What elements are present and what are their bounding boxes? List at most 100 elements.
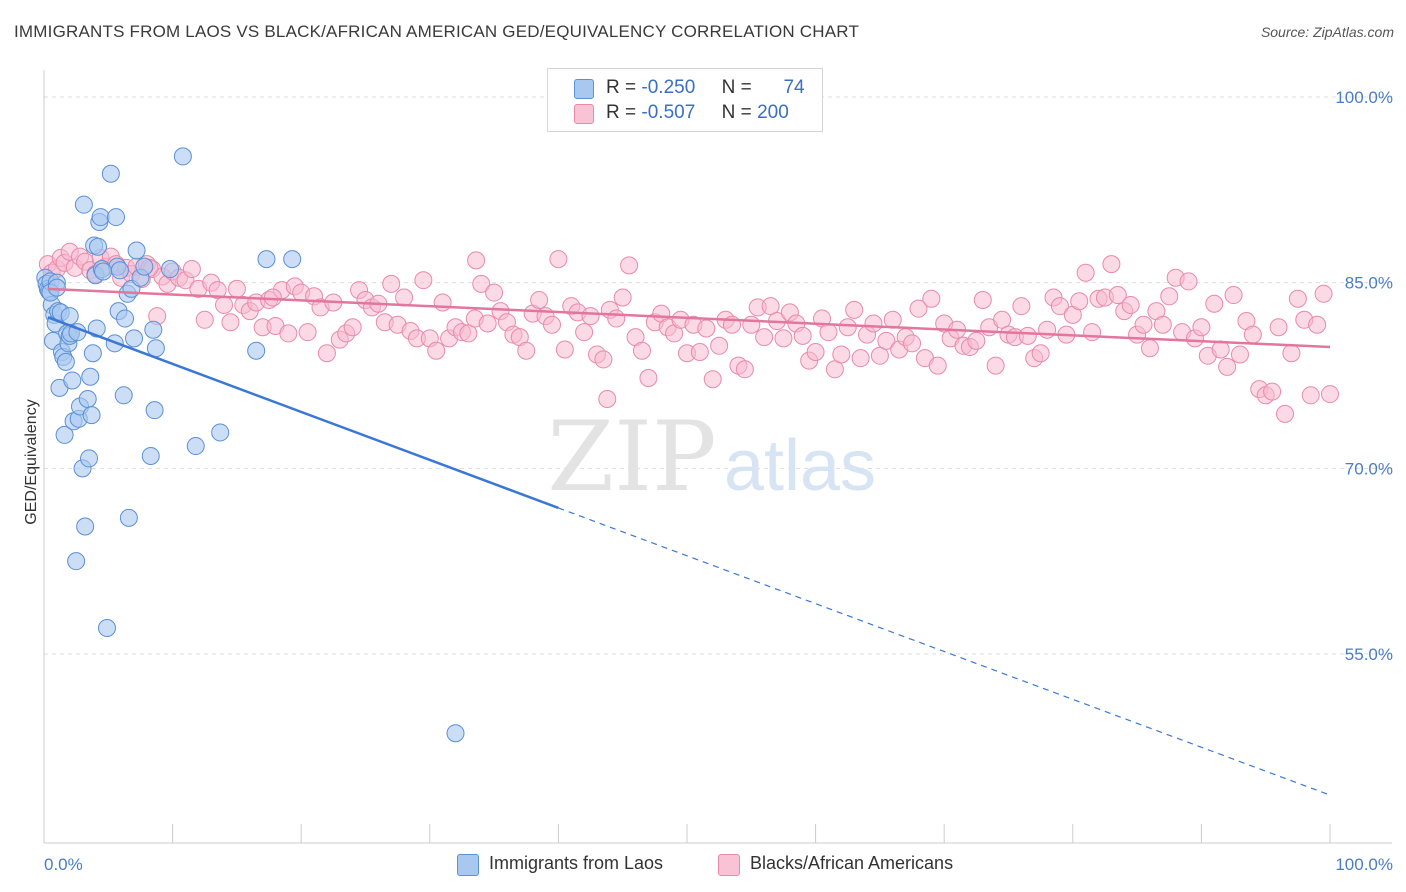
data-point-blacks <box>755 328 774 347</box>
data-point-laos <box>56 352 75 371</box>
data-point-blacks <box>986 356 1005 375</box>
data-point-blacks <box>838 318 857 337</box>
legend-swatch-laos <box>457 854 479 876</box>
data-point-blacks <box>1140 339 1159 358</box>
data-point-blacks <box>845 300 864 319</box>
trendline-blacks <box>47 287 1331 349</box>
data-point-laos <box>211 423 230 442</box>
legend-n-value: 74 <box>783 77 805 98</box>
data-point-blacks <box>864 314 883 333</box>
data-point-blacks <box>1314 284 1333 303</box>
data-point-laos <box>74 195 93 214</box>
trend-lines <box>47 287 1331 796</box>
data-point-blacks <box>607 309 626 328</box>
data-point-blacks <box>832 345 851 364</box>
y-axis-label: GED/Equivalency <box>23 399 40 524</box>
data-point-laos <box>173 147 192 166</box>
data-point-blacks <box>182 260 201 279</box>
legend-r-label: R = <box>606 102 637 123</box>
data-point-blacks <box>195 310 214 329</box>
data-point-laos <box>446 724 465 743</box>
data-point-blacks <box>467 251 486 270</box>
data-point-blacks <box>598 390 617 409</box>
data-point-laos <box>186 437 205 456</box>
data-point-blacks <box>806 342 825 361</box>
y-tick-label: 100.0% <box>1335 88 1393 107</box>
data-point-blacks <box>1160 287 1179 306</box>
data-point-blacks <box>710 336 729 355</box>
data-point-laos <box>81 367 100 386</box>
data-point-laos <box>145 401 164 420</box>
data-point-blacks <box>343 318 362 337</box>
legend-swatch-blacks <box>574 104 594 124</box>
legend-r-value: -0.507 <box>641 102 696 123</box>
data-point-blacks <box>639 368 658 387</box>
data-point-blacks <box>793 326 812 345</box>
data-point-laos <box>125 329 144 348</box>
data-point-blacks <box>1269 318 1288 337</box>
data-point-blacks <box>227 279 246 298</box>
data-point-blacks <box>735 360 754 379</box>
data-point-laos <box>67 552 86 571</box>
data-point-blacks <box>993 310 1012 329</box>
data-point-laos <box>247 341 266 360</box>
data-point-laos <box>283 250 302 269</box>
data-point-blacks <box>317 344 336 363</box>
y-tick-label: 70.0% <box>1345 459 1393 478</box>
data-point-blacks <box>1308 315 1327 334</box>
data-point-blacks <box>478 314 497 333</box>
data-point-laos <box>107 208 126 227</box>
data-point-blacks <box>877 331 896 350</box>
data-point-blacks <box>485 283 504 302</box>
axes <box>43 70 1392 844</box>
data-point-blacks <box>1321 385 1339 404</box>
legend-n-label: N = <box>721 77 752 98</box>
data-point-blacks <box>555 340 574 359</box>
data-point-blacks <box>903 334 922 353</box>
series-laos-points <box>36 147 465 743</box>
x-tick-label: 0.0% <box>44 855 83 874</box>
legend-r-label: R = <box>606 77 637 98</box>
watermark: ZIP atlas <box>547 401 876 513</box>
data-point-blacks <box>967 331 986 350</box>
data-point-laos <box>161 260 180 279</box>
data-point-blacks <box>1012 297 1031 316</box>
data-point-blacks <box>697 319 716 338</box>
data-point-blacks <box>973 290 992 309</box>
data-point-blacks <box>298 323 317 342</box>
y-tick-label: 85.0% <box>1345 274 1393 293</box>
data-point-laos <box>144 320 163 339</box>
data-point-blacks <box>870 346 889 365</box>
legend-swatch-blacks <box>718 854 740 876</box>
data-point-laos <box>116 309 135 328</box>
data-point-laos <box>98 619 117 638</box>
data-point-laos <box>89 237 108 256</box>
data-point-laos <box>141 446 160 465</box>
data-point-laos <box>127 241 146 260</box>
data-point-blacks <box>742 315 761 334</box>
y-tick-label: 55.0% <box>1345 645 1393 664</box>
legend-label-blacks: Blacks/African Americans <box>750 853 954 873</box>
series-legend: Immigrants from Laos Blacks/African Amer… <box>0 852 1406 880</box>
data-point-laos <box>82 406 101 425</box>
series-blacks-points <box>38 242 1339 423</box>
data-point-laos <box>257 250 276 269</box>
data-point-blacks <box>1050 297 1069 316</box>
data-point-laos <box>91 208 110 227</box>
chart-source: Source: ZipAtlas.com <box>1260 24 1394 40</box>
data-point-blacks <box>542 315 561 334</box>
watermark-zip: ZIP <box>547 401 716 513</box>
data-point-laos <box>110 261 129 280</box>
data-point-blacks <box>825 360 844 379</box>
data-point-blacks <box>703 370 722 389</box>
data-point-blacks <box>395 288 414 307</box>
data-point-laos <box>80 449 99 468</box>
data-point-blacks <box>208 281 227 300</box>
data-point-blacks <box>530 290 549 309</box>
data-point-blacks <box>215 295 234 314</box>
data-point-blacks <box>1275 404 1294 423</box>
data-point-blacks <box>221 313 240 332</box>
data-point-laos <box>114 386 133 405</box>
data-point-laos <box>55 425 74 444</box>
